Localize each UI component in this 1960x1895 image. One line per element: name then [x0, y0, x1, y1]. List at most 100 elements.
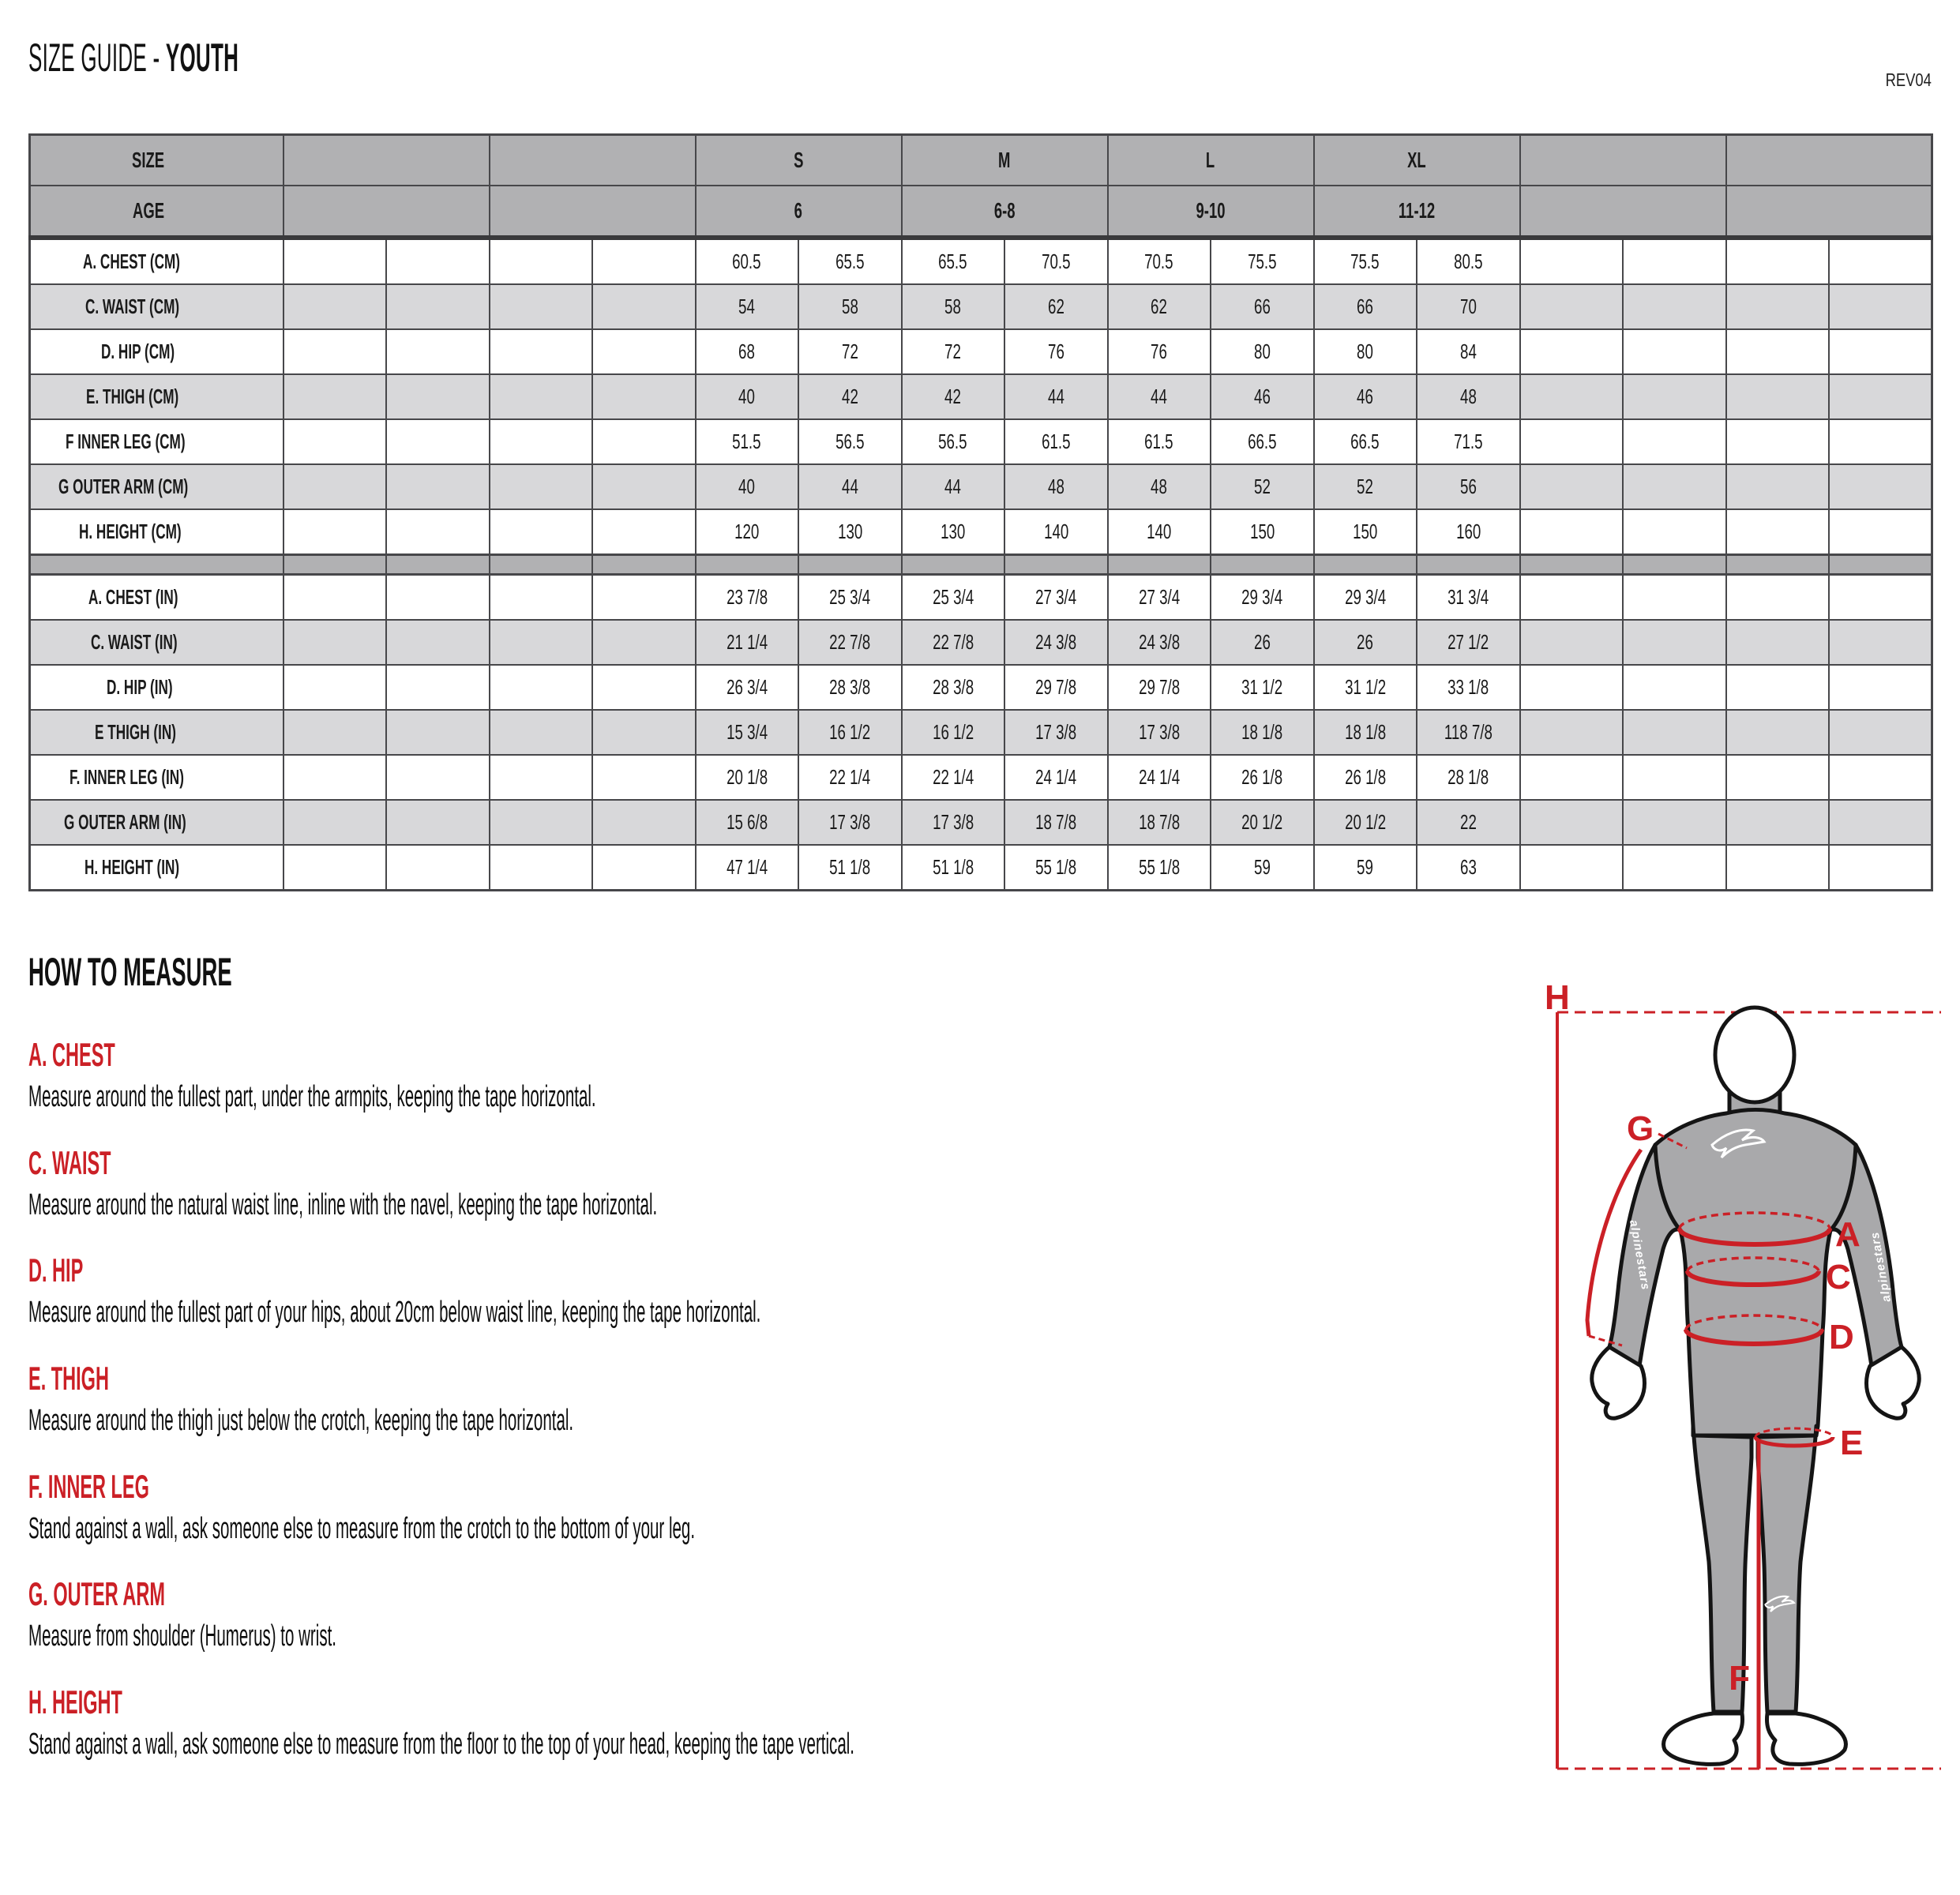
measure-section-text: Measure around the thigh just below the … [28, 1404, 574, 1438]
measurement-cell: 71.5 [1416, 418, 1521, 465]
row-label: E THIGH (IN) [28, 709, 284, 756]
measurement-cell: 44 [1004, 373, 1109, 420]
measurement-cell: 65.5 [900, 237, 1005, 285]
measurement-cell: 51.5 [694, 418, 799, 465]
waist-ellipse-front [1685, 1270, 1821, 1287]
measurement-cell: 29 7/8 [1106, 664, 1212, 711]
row-label: E. THIGH (CM) [28, 373, 284, 420]
section-separator-row [28, 553, 1933, 576]
measurement-cell: 31 1/2 [1210, 664, 1315, 711]
measurement-cell: 150 [1210, 508, 1315, 556]
measurement-cell: 76 [1004, 328, 1109, 375]
measurement-cell: 62 [1106, 283, 1212, 330]
measurement-cell: 80 [1210, 328, 1315, 375]
measure-section-heading: C. WAIST [28, 1143, 111, 1181]
measure-section: C. WAIST Measure around the natural waist… [28, 1143, 1260, 1222]
outer-arm-dash-top [1658, 1132, 1688, 1150]
measurement-cell: 63 [1416, 844, 1521, 891]
chest-ellipse-front [1677, 1228, 1832, 1247]
measurement-cell: 22 1/4 [900, 754, 1005, 801]
measurement-cell: 18 7/8 [1106, 799, 1212, 846]
measurement-cell: 27 3/4 [1004, 573, 1109, 621]
row-label: F. INNER LEG (IN) [28, 754, 284, 801]
row-label: A. CHEST (CM) [28, 237, 284, 285]
measurement-cell: 56.5 [900, 418, 1005, 465]
measurement-cell: 22 1/4 [798, 754, 903, 801]
label-A: A [1835, 1215, 1860, 1254]
measurement-cell: 15 6/8 [694, 799, 799, 846]
measurement-cell: 29 7/8 [1004, 664, 1109, 711]
measurement-cell: 60.5 [694, 237, 799, 285]
page-title: SIZE GUIDE - YOUTH [28, 35, 433, 81]
measurement-cell: 120 [694, 508, 799, 556]
measurement-cell: 24 1/4 [1004, 754, 1109, 801]
measurement-cell: 65.5 [798, 237, 903, 285]
measure-section: F. INNER LEG Stand against a wall, ask so… [28, 1469, 1260, 1546]
measure-section: H. HEIGHT Stand against a wall, ask someo… [28, 1684, 1260, 1762]
measure-section-heading: F. INNER LEG [28, 1467, 149, 1505]
measurement-cell: 72 [900, 328, 1005, 375]
age-header-row: AGE 6 6-8 9-10 11-12 [28, 185, 1933, 240]
measure-section: D. HIP Measure around the fullest part of… [28, 1253, 1260, 1330]
measure-section-heading: A. CHEST [28, 1036, 115, 1073]
measurement-cell: 40 [694, 463, 799, 510]
measurement-cell: 51 1/8 [798, 844, 903, 891]
row-label: G OUTER ARM (IN) [28, 799, 284, 846]
measurement-cell: 51 1/8 [900, 844, 1005, 891]
table-row: F. INNER LEG (IN) 20 1/8 22 1/4 22 1/4 24 1/… [28, 754, 1933, 801]
age-header-label: AGE [28, 185, 284, 240]
size-column-header: XL [1312, 133, 1521, 186]
measurement-cell: 58 [798, 283, 903, 330]
measurement-cell: 140 [1004, 508, 1109, 556]
measurement-cell: 28 1/8 [1416, 754, 1521, 801]
label-E: E [1840, 1424, 1863, 1462]
measurement-cell: 23 7/8 [694, 573, 799, 621]
measurement-cell: 52 [1312, 463, 1418, 510]
measure-section: E. THIGH Measure around the thigh just be… [28, 1360, 1260, 1438]
title-youth: YOUTH [165, 36, 239, 80]
measure-section-text: Stand against a wall, ask someone else t… [28, 1511, 696, 1545]
measurement-cell: 55 1/8 [1004, 844, 1109, 891]
measurement-cell: 70 [1416, 283, 1521, 330]
size-table: SIZE S M L XL AGE 6 6-8 9-10 11-12 A. CHEST (CM) 60… [28, 133, 1934, 891]
label-H: H [1545, 979, 1570, 1017]
measurement-cell: 26 1/8 [1210, 754, 1315, 801]
measure-section-text: Measure around the fullest part of your … [28, 1296, 761, 1330]
measurement-cell: 40 [694, 373, 799, 420]
row-label: A. CHEST (IN) [28, 573, 284, 621]
measurement-cell: 42 [900, 373, 1005, 420]
measurement-cell: 66.5 [1312, 418, 1418, 465]
measurement-cell: 44 [900, 463, 1005, 510]
measurement-cell: 150 [1312, 508, 1418, 556]
measurement-cell: 24 3/8 [1004, 619, 1109, 666]
measurement-cell: 47 1/4 [694, 844, 799, 891]
measurement-cell: 25 3/4 [798, 573, 903, 621]
measurement-cell: 56.5 [798, 418, 903, 465]
label-D: D [1829, 1318, 1854, 1357]
measurement-cell: 25 3/4 [900, 573, 1005, 621]
measurement-cell: 27 3/4 [1106, 573, 1212, 621]
row-label: D. HIP (CM) [28, 328, 284, 375]
measurement-cell: 75.5 [1210, 237, 1315, 285]
measurement-cell: 18 7/8 [1004, 799, 1109, 846]
measurement-cell: 80.5 [1416, 237, 1521, 285]
chest-star-logo-icon [1710, 1128, 1767, 1159]
right-foot [1765, 1711, 1848, 1766]
measurement-cell: 48 [1416, 373, 1521, 420]
size-header-row: SIZE S M L XL [28, 133, 1933, 186]
table-row: A. CHEST (CM) 60.5 65.5 65.5 70.5 70.5 75.5 75.… [28, 237, 1933, 285]
age-column-header: 6 [694, 185, 903, 240]
measurement-cell: 17 3/8 [900, 799, 1005, 846]
measurement-cell: 130 [798, 508, 903, 556]
measurement-cell: 44 [1106, 373, 1212, 420]
measurement-cell: 22 7/8 [900, 619, 1005, 666]
measure-section-heading: G. OUTER ARM [28, 1575, 165, 1613]
measurement-cell: 15 3/4 [694, 709, 799, 756]
table-row: A. CHEST (IN) 23 7/8 25 3/4 25 3/4 27 3/4 27 … [28, 573, 1933, 621]
measurement-cell: 72 [798, 328, 903, 375]
measure-section: A. CHEST Measure around the fullest part,… [28, 1036, 1260, 1114]
measurement-cell: 58 [900, 283, 1005, 330]
left-foot [1661, 1711, 1744, 1766]
measurement-cell: 29 3/4 [1312, 573, 1418, 621]
measurement-cell: 33 1/8 [1416, 664, 1521, 711]
